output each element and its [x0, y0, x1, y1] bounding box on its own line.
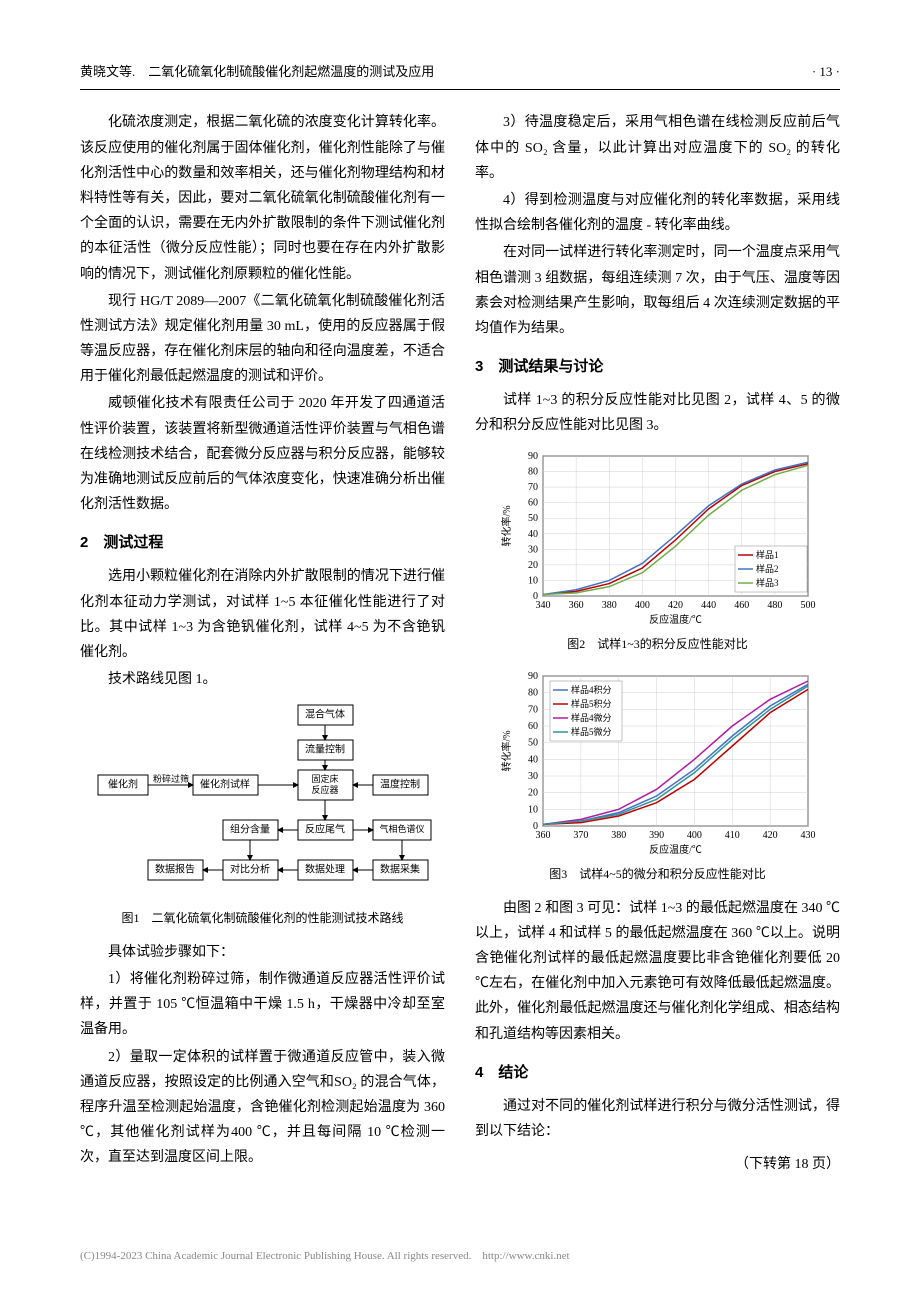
svg-text:90: 90: [528, 671, 538, 682]
para: 选用小颗粒催化剂在消除内外扩散限制的情况下进行催化剂本征动力学测试，对试样 1~…: [80, 564, 445, 665]
para: 在对同一试样进行转化率测定时，同一个温度点采用气相色谱测 3 组数据，每组连续测…: [475, 240, 840, 341]
figure-3-caption: 图3 试样4~5的微分和积分反应性能对比: [475, 864, 840, 886]
flow-mixgas: 混合气体: [305, 708, 345, 721]
svg-text:转化率/%: 转化率/%: [500, 506, 513, 547]
flow-catalyst: 催化剂: [108, 778, 138, 791]
svg-text:420: 420: [762, 830, 777, 841]
flow-sample: 催化剂试样: [200, 778, 250, 791]
svg-text:400: 400: [686, 830, 701, 841]
figure-2-caption: 图2 试样1~3的积分反应性能对比: [475, 634, 840, 656]
svg-text:80: 80: [528, 467, 538, 478]
svg-text:360: 360: [568, 600, 583, 611]
svg-text:410: 410: [724, 830, 739, 841]
para: 3）待温度稳定后，采用气相色谱在线检测反应前后气体中的 SO₂ 含量，以此计算出…: [475, 110, 840, 186]
svg-text:20: 20: [528, 788, 538, 799]
svg-text:反应温度/℃: 反应温度/℃: [649, 843, 702, 856]
svg-text:40: 40: [528, 529, 538, 540]
svg-text:20: 20: [528, 560, 538, 571]
svg-text:样品1: 样品1: [756, 549, 779, 560]
left-column: 化硫浓度测定，根据二氧化硫的浓度变化计算转化率。该反应使用的催化剂属于固体催化剂…: [80, 110, 445, 1177]
flow-composition: 组分含量: [230, 823, 270, 836]
svg-text:390: 390: [649, 830, 664, 841]
flow-collect: 数据采集: [380, 863, 420, 876]
svg-text:420: 420: [668, 600, 683, 611]
para: 1）将催化剂粉碎过筛，制作微通道反应器活性评价试样，并置于 105 ℃恒温箱中干…: [80, 967, 445, 1043]
right-column: 3）待温度稳定后，采用气相色谱在线检测反应前后气体中的 SO₂ 含量，以此计算出…: [475, 110, 840, 1177]
page-header: 黄晓文等. 二氧化硫氧化制硫酸催化剂起燃温度的测试及应用 · 13 ·: [80, 60, 840, 90]
continued-note: （下转第 18 页）: [475, 1152, 840, 1177]
para: 4）得到检测温度与对应催化剂的转化率数据，采用线性拟合绘制各催化剂的温度 - 转…: [475, 188, 840, 238]
svg-text:400: 400: [634, 600, 649, 611]
para: 2）量取一定体积的试样置于微通道反应管中，装入微通道反应器，按照设定的比例通入空…: [80, 1045, 445, 1171]
svg-text:10: 10: [528, 576, 538, 587]
svg-text:转化率/%: 转化率/%: [500, 730, 513, 771]
svg-text:30: 30: [528, 771, 538, 782]
flow-compare: 对比分析: [230, 863, 270, 876]
flow-tailgas: 反应尾气: [305, 823, 345, 836]
svg-text:500: 500: [800, 600, 815, 611]
svg-text:样品5积分: 样品5积分: [571, 698, 612, 709]
copyright-text: (C)1994-2023 China Academic Journal Elec…: [80, 1250, 570, 1262]
flow-tempctrl: 温度控制: [380, 778, 420, 791]
figure-1-caption: 图1 二氧化硫氧化制硫酸催化剂的性能测试技术路线: [80, 908, 445, 930]
figure-3-chart: 3603703803904004104204300102030405060708…: [498, 666, 818, 856]
para: 威顿催化技术有限责任公司于 2020 年开发了四通道活性评价装置，该装置将新型微…: [80, 391, 445, 517]
svg-text:480: 480: [767, 600, 782, 611]
figure-2-chart: 3403603804004204404604805000102030405060…: [498, 446, 818, 626]
para: 技术路线见图 1。: [80, 667, 445, 692]
svg-text:0: 0: [533, 591, 538, 602]
svg-text:50: 50: [528, 738, 538, 749]
header-page-number: · 13 ·: [812, 60, 840, 83]
para: 通过对不同的催化剂试样进行积分与微分活性测试，得到以下结论：: [475, 1094, 840, 1144]
svg-text:370: 370: [573, 830, 588, 841]
svg-text:样品4积分: 样品4积分: [571, 684, 612, 695]
svg-text:60: 60: [528, 721, 538, 732]
flow-report: 数据报告: [155, 863, 195, 876]
svg-text:样品3: 样品3: [756, 577, 779, 588]
svg-text:40: 40: [528, 754, 538, 765]
para: 现行 HG/T 2089—2007《二氧化硫氧化制硫酸催化剂活性测试方法》规定催…: [80, 289, 445, 390]
svg-text:30: 30: [528, 545, 538, 556]
figure-1-flowchart: 混合气体 流量控制 催化剂 粉碎过筛 催化剂试样 固定床 反应器 温度控制: [93, 700, 433, 900]
svg-text:样品2: 样品2: [756, 563, 779, 574]
svg-text:460: 460: [734, 600, 749, 611]
svg-text:70: 70: [528, 704, 538, 715]
svg-text:反应器: 反应器: [311, 784, 338, 795]
flow-flowctrl: 流量控制: [305, 743, 345, 756]
flow-crush: 粉碎过筛: [152, 773, 188, 784]
svg-text:样品5微分: 样品5微分: [571, 726, 612, 737]
svg-text:90: 90: [528, 451, 538, 462]
para: 化硫浓度测定，根据二氧化硫的浓度变化计算转化率。该反应使用的催化剂属于固体催化剂…: [80, 110, 445, 286]
section-heading-2: 2 测试过程: [80, 529, 445, 556]
svg-text:10: 10: [528, 804, 538, 815]
para: 具体试验步骤如下：: [80, 940, 445, 965]
svg-text:440: 440: [701, 600, 716, 611]
svg-text:50: 50: [528, 514, 538, 525]
svg-text:430: 430: [800, 830, 815, 841]
para: 由图 2 和图 3 可见：试样 1~3 的最低起燃温度在 340 ℃以上，试样 …: [475, 896, 840, 1047]
svg-text:380: 380: [601, 600, 616, 611]
svg-text:60: 60: [528, 498, 538, 509]
svg-text:380: 380: [611, 830, 626, 841]
flow-process: 数据处理: [305, 863, 345, 876]
svg-text:固定床: 固定床: [311, 773, 338, 784]
svg-text:0: 0: [533, 821, 538, 832]
svg-text:80: 80: [528, 688, 538, 699]
para: 试样 1~3 的积分反应性能对比见图 2，试样 4、5 的微分和积分反应性能对比…: [475, 388, 840, 438]
section-heading-3: 3 测试结果与讨论: [475, 353, 840, 380]
svg-text:样品4微分: 样品4微分: [571, 712, 612, 723]
header-author-title: 黄晓文等. 二氧化硫氧化制硫酸催化剂起燃温度的测试及应用: [80, 60, 434, 83]
page-footer: (C)1994-2023 China Academic Journal Elec…: [0, 1247, 920, 1287]
flow-gc: 气相色谱仪: [379, 823, 424, 834]
svg-text:反应温度/℃: 反应温度/℃: [649, 613, 702, 626]
section-heading-4: 4 结论: [475, 1059, 840, 1086]
svg-text:70: 70: [528, 483, 538, 494]
